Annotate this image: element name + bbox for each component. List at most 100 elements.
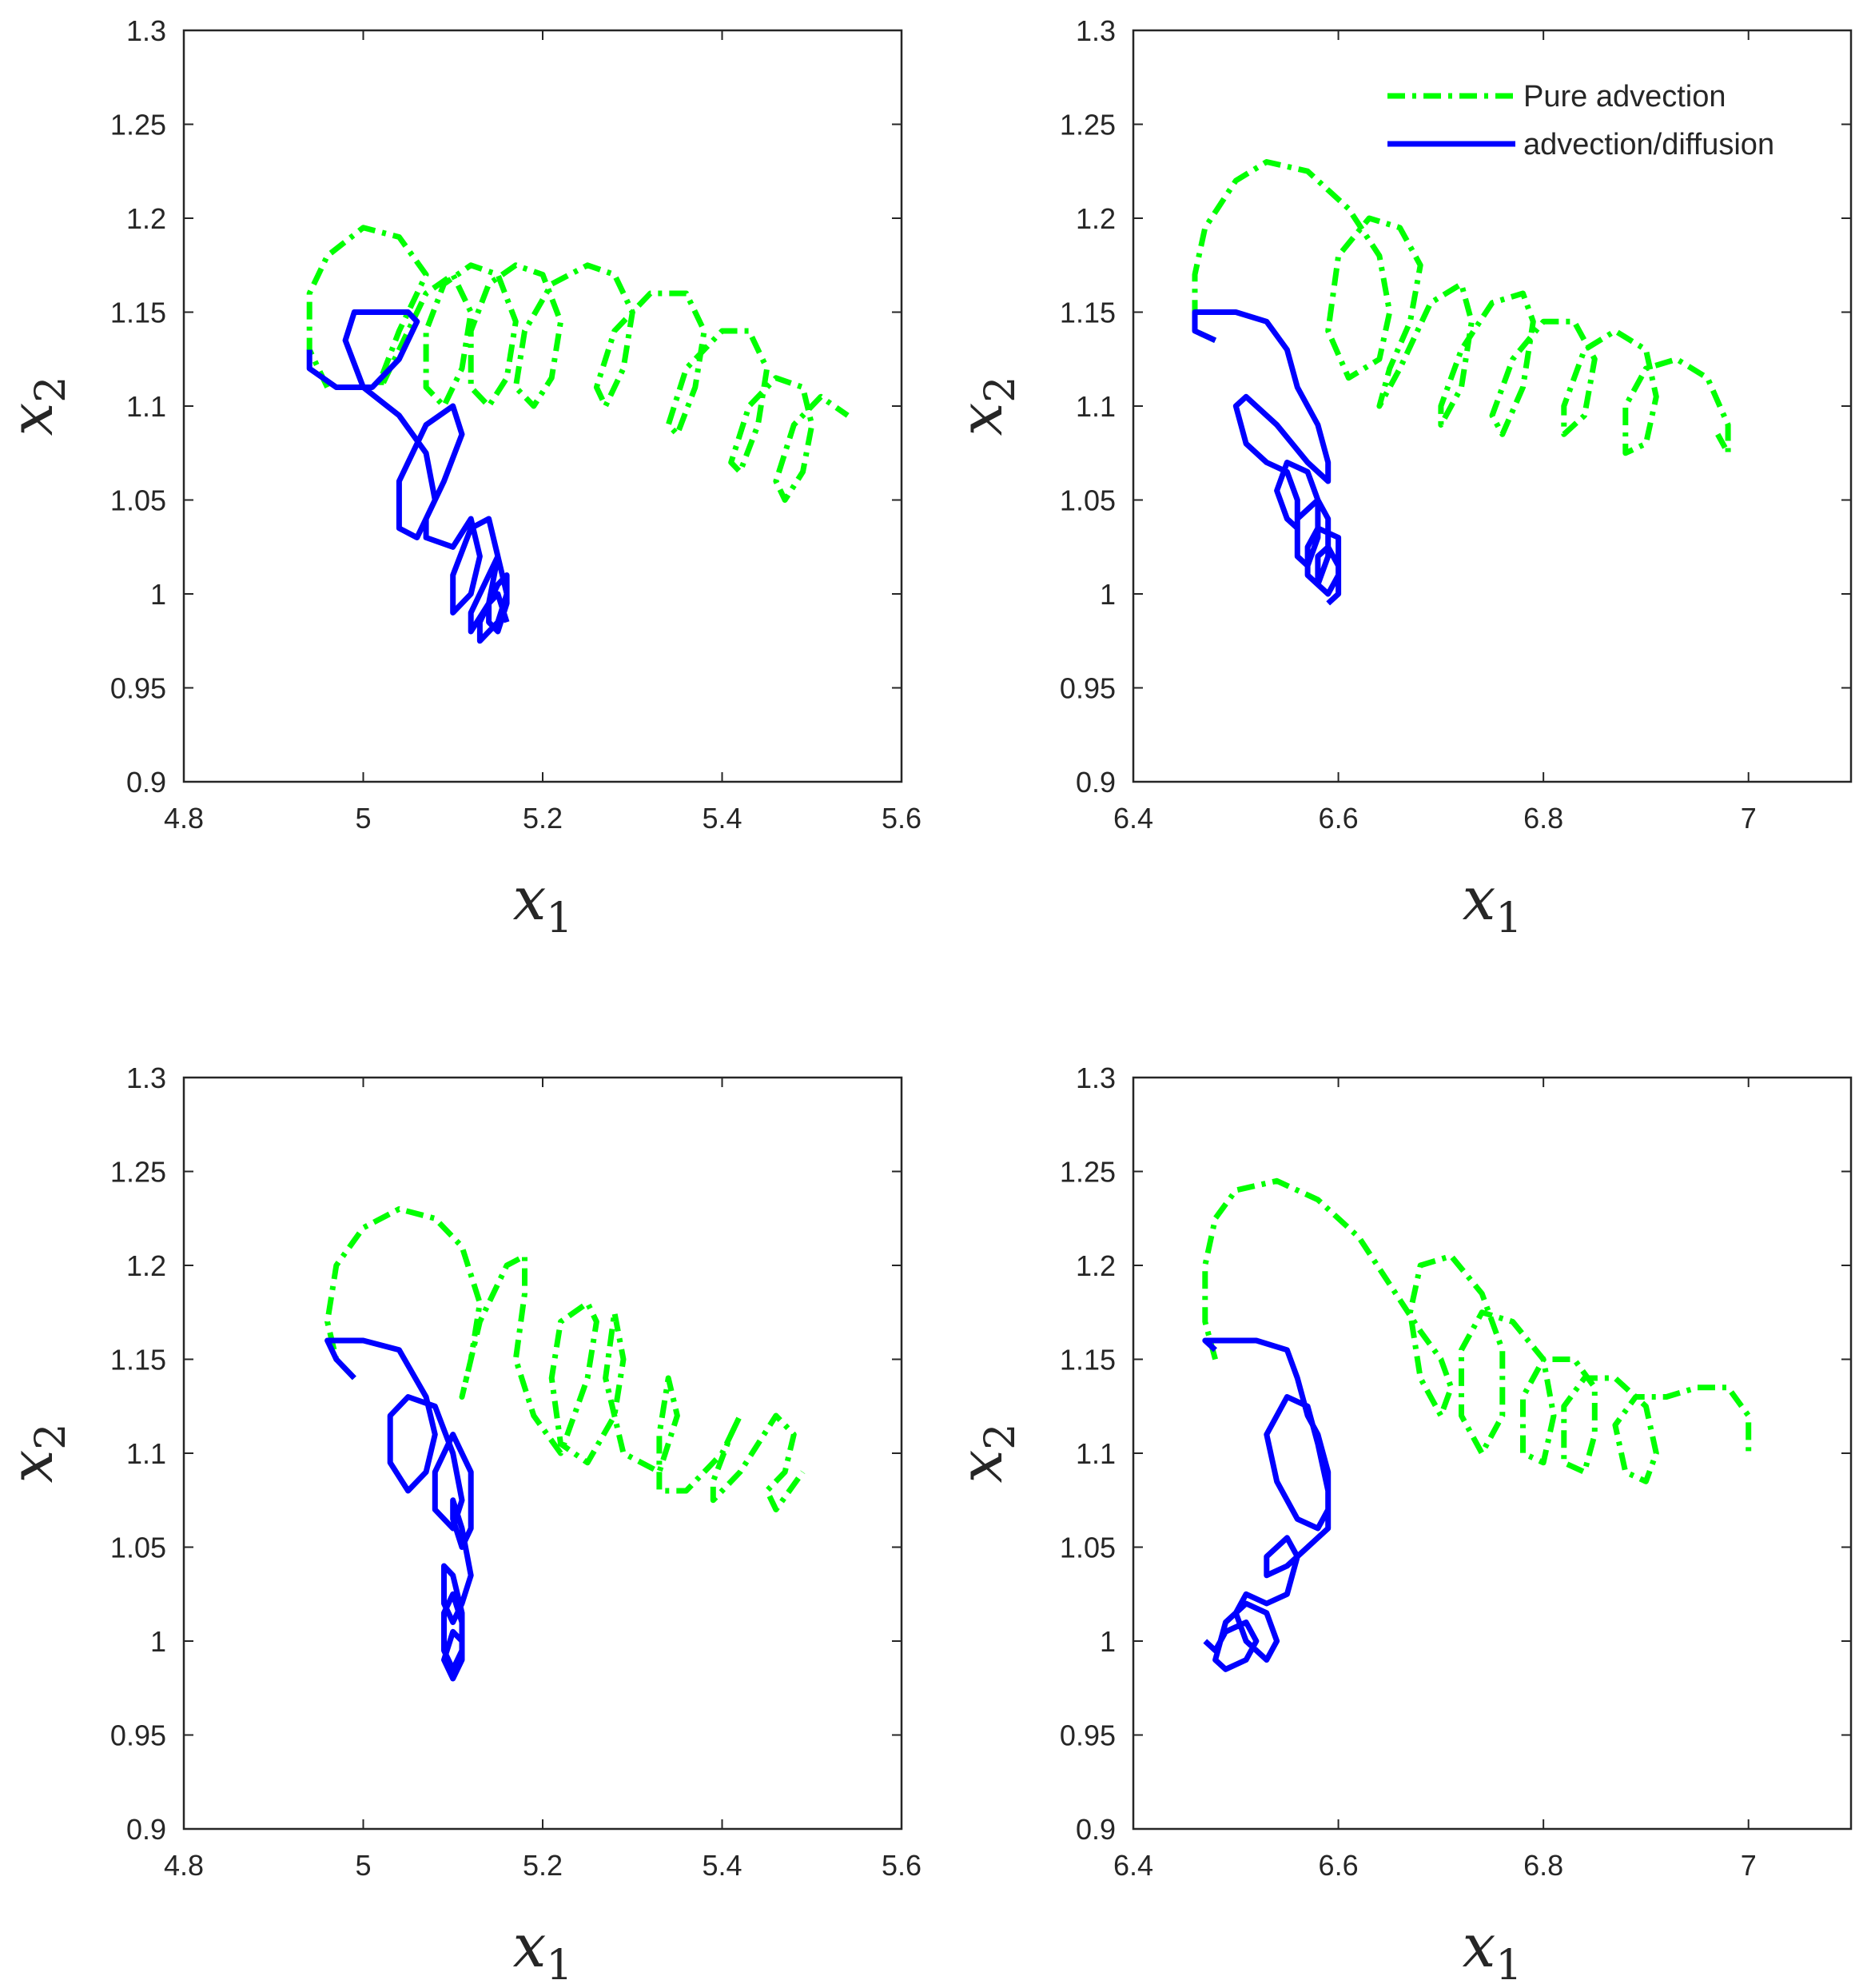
panel-bottom-right: 6.4 6.6 6.8 7 0.9 0.95 1 1.05 1.1 1.15 1.2 1.25 1.3 x… xyxy=(947,1062,1853,1988)
y-tick-label: 1.1 xyxy=(126,1437,166,1470)
x-tick-label: 7 xyxy=(1741,802,1757,835)
x-axis-label-main: x xyxy=(513,1912,547,1981)
y-tick-label: 1 xyxy=(150,578,166,611)
y-tick-label: 1.2 xyxy=(126,1249,166,1282)
y-tick-label: 1 xyxy=(150,1625,166,1658)
x-axis-label: x1 xyxy=(1463,1912,1523,1988)
series-group xyxy=(1192,159,1731,606)
axes-frame xyxy=(1132,1076,1853,1831)
y-tick-label: 1.1 xyxy=(1076,1437,1116,1470)
y-tick-label: 0.9 xyxy=(126,1813,166,1846)
y-tick-label: 1.05 xyxy=(110,1532,166,1564)
y-axis-label-subscript: 2 xyxy=(977,376,1025,403)
y-tick-label: 0.95 xyxy=(110,672,166,705)
y-axis-label: x2 xyxy=(0,376,75,436)
axes-frame xyxy=(182,1076,903,1831)
panel-top-right: 6.4 6.6 6.8 7 0.9 0.95 1 1.05 1.1 1.15 1.2 1.25 1.3 x… xyxy=(947,14,1853,942)
y-tick-label: 0.95 xyxy=(1060,1719,1116,1752)
x-tick-label: 6.6 xyxy=(1319,1849,1359,1882)
y-tick-label: 1.15 xyxy=(110,297,166,329)
y-tick-label: 1.05 xyxy=(110,484,166,517)
y-axis: 0.9 0.95 1 1.05 1.1 1.15 1.2 1.25 1.3 xyxy=(1060,14,1851,799)
y-axis: 0.9 0.95 1 1.05 1.1 1.15 1.2 1.25 1.3 xyxy=(1060,1062,1851,1846)
x-tick-label: 5 xyxy=(355,802,371,835)
panel-bottom-left: 4.8 5 5.2 5.4 5.6 0.9 0.95 1 1.05 1.1 1.15 1.2 1.25 1… xyxy=(0,1062,922,1988)
legend-label: advection/diffusion xyxy=(1523,128,1774,161)
y-axis-label: x2 xyxy=(0,1424,75,1484)
x-axis-label: x1 xyxy=(1463,865,1523,942)
x-axis-label-main: x xyxy=(513,865,547,934)
y-axis-label-main: x xyxy=(947,403,1016,436)
y-tick-label: 0.95 xyxy=(1060,672,1116,705)
y-tick-label: 1.2 xyxy=(1076,1249,1116,1282)
series-line-pure-advection xyxy=(1202,1177,1752,1484)
panel-top-left: 4.8 5 5.2 5.4 5.6 0.9 0.95 1 1.05 1.1 1.15 1.2 1.25 1… xyxy=(0,14,922,942)
x-tick-label: 5.6 xyxy=(882,802,922,835)
x-axis-label: x1 xyxy=(513,1912,573,1988)
series-line-pure-advection xyxy=(324,1206,806,1512)
y-tick-label: 0.95 xyxy=(110,1719,166,1752)
x-tick-label: 5 xyxy=(355,1849,371,1882)
series-line-advection-diffusion xyxy=(1202,1337,1332,1672)
y-axis-label-main: x xyxy=(0,403,66,436)
y-axis-label: x2 xyxy=(947,376,1025,436)
x-tick-label: 4.8 xyxy=(164,802,204,835)
series-line-advection-diffusion xyxy=(324,1337,474,1682)
series-line-pure-advection xyxy=(1192,159,1731,456)
y-tick-label: 1.25 xyxy=(1060,109,1116,141)
x-axis-label-subscript: 1 xyxy=(1495,1942,1522,1988)
x-axis-label-main: x xyxy=(1463,865,1496,934)
x-axis-label-main: x xyxy=(1463,1912,1496,1981)
series-line-advection-diffusion xyxy=(306,309,510,644)
axes-frame xyxy=(182,29,903,783)
x-tick-label: 6.6 xyxy=(1319,802,1359,835)
y-tick-label: 1.05 xyxy=(1060,1532,1116,1564)
x-axis-label-subscript: 1 xyxy=(1495,894,1522,942)
x-axis: 6.4 6.6 6.8 7 xyxy=(1113,1078,1757,1882)
x-axis: 6.4 6.6 6.8 7 xyxy=(1113,30,1757,835)
series-line-pure-advection xyxy=(306,225,850,503)
x-axis-label-subscript: 1 xyxy=(546,894,572,942)
x-tick-label: 5.4 xyxy=(702,802,742,835)
series-group xyxy=(306,225,850,644)
y-tick-label: 1.15 xyxy=(1060,297,1116,329)
x-tick-label: 6.8 xyxy=(1523,802,1563,835)
y-tick-label: 1.2 xyxy=(1076,202,1116,235)
y-tick-label: 1.15 xyxy=(110,1344,166,1376)
y-axis-label: x2 xyxy=(947,1424,1025,1484)
x-tick-label: 7 xyxy=(1741,1849,1757,1882)
legend-label: Pure advection xyxy=(1523,80,1726,114)
x-axis: 4.8 5 5.2 5.4 5.6 xyxy=(164,30,922,835)
series-group xyxy=(324,1206,806,1682)
x-axis-label: x1 xyxy=(513,865,573,942)
x-axis-label-subscript: 1 xyxy=(546,1942,572,1988)
y-tick-label: 1.05 xyxy=(1060,484,1116,517)
x-tick-label: 5.4 xyxy=(702,1849,742,1882)
series-line-advection-diffusion xyxy=(1192,309,1342,606)
y-tick-label: 1.15 xyxy=(1060,1344,1116,1376)
y-tick-label: 1.25 xyxy=(110,1156,166,1189)
x-tick-label: 6.4 xyxy=(1113,802,1153,835)
y-tick-label: 1.3 xyxy=(1076,14,1116,47)
y-axis: 0.9 0.95 1 1.05 1.1 1.15 1.2 1.25 1.3 xyxy=(110,14,902,799)
y-tick-label: 0.9 xyxy=(126,766,166,799)
x-tick-label: 6.4 xyxy=(1113,1849,1153,1882)
x-tick-label: 4.8 xyxy=(164,1849,204,1882)
x-tick-label: 5.2 xyxy=(523,802,563,835)
series-group xyxy=(1202,1177,1752,1672)
y-axis-label-subscript: 2 xyxy=(977,1424,1025,1450)
legend: Pure advection advection/diffusion xyxy=(1387,80,1774,161)
y-tick-label: 0.9 xyxy=(1076,1813,1116,1846)
y-axis-label-subscript: 2 xyxy=(27,376,75,403)
x-tick-label: 5.6 xyxy=(882,1849,922,1882)
y-tick-label: 1.3 xyxy=(1076,1062,1116,1094)
y-tick-label: 1.25 xyxy=(1060,1156,1116,1189)
y-tick-label: 1.2 xyxy=(126,202,166,235)
x-tick-label: 6.8 xyxy=(1523,1849,1563,1882)
y-tick-label: 1 xyxy=(1100,578,1116,611)
y-tick-label: 1.3 xyxy=(126,14,166,47)
y-axis-label-main: x xyxy=(0,1450,66,1484)
y-axis: 0.9 0.95 1 1.05 1.1 1.15 1.2 1.25 1.3 xyxy=(110,1062,902,1846)
y-tick-label: 1.1 xyxy=(1076,390,1116,423)
